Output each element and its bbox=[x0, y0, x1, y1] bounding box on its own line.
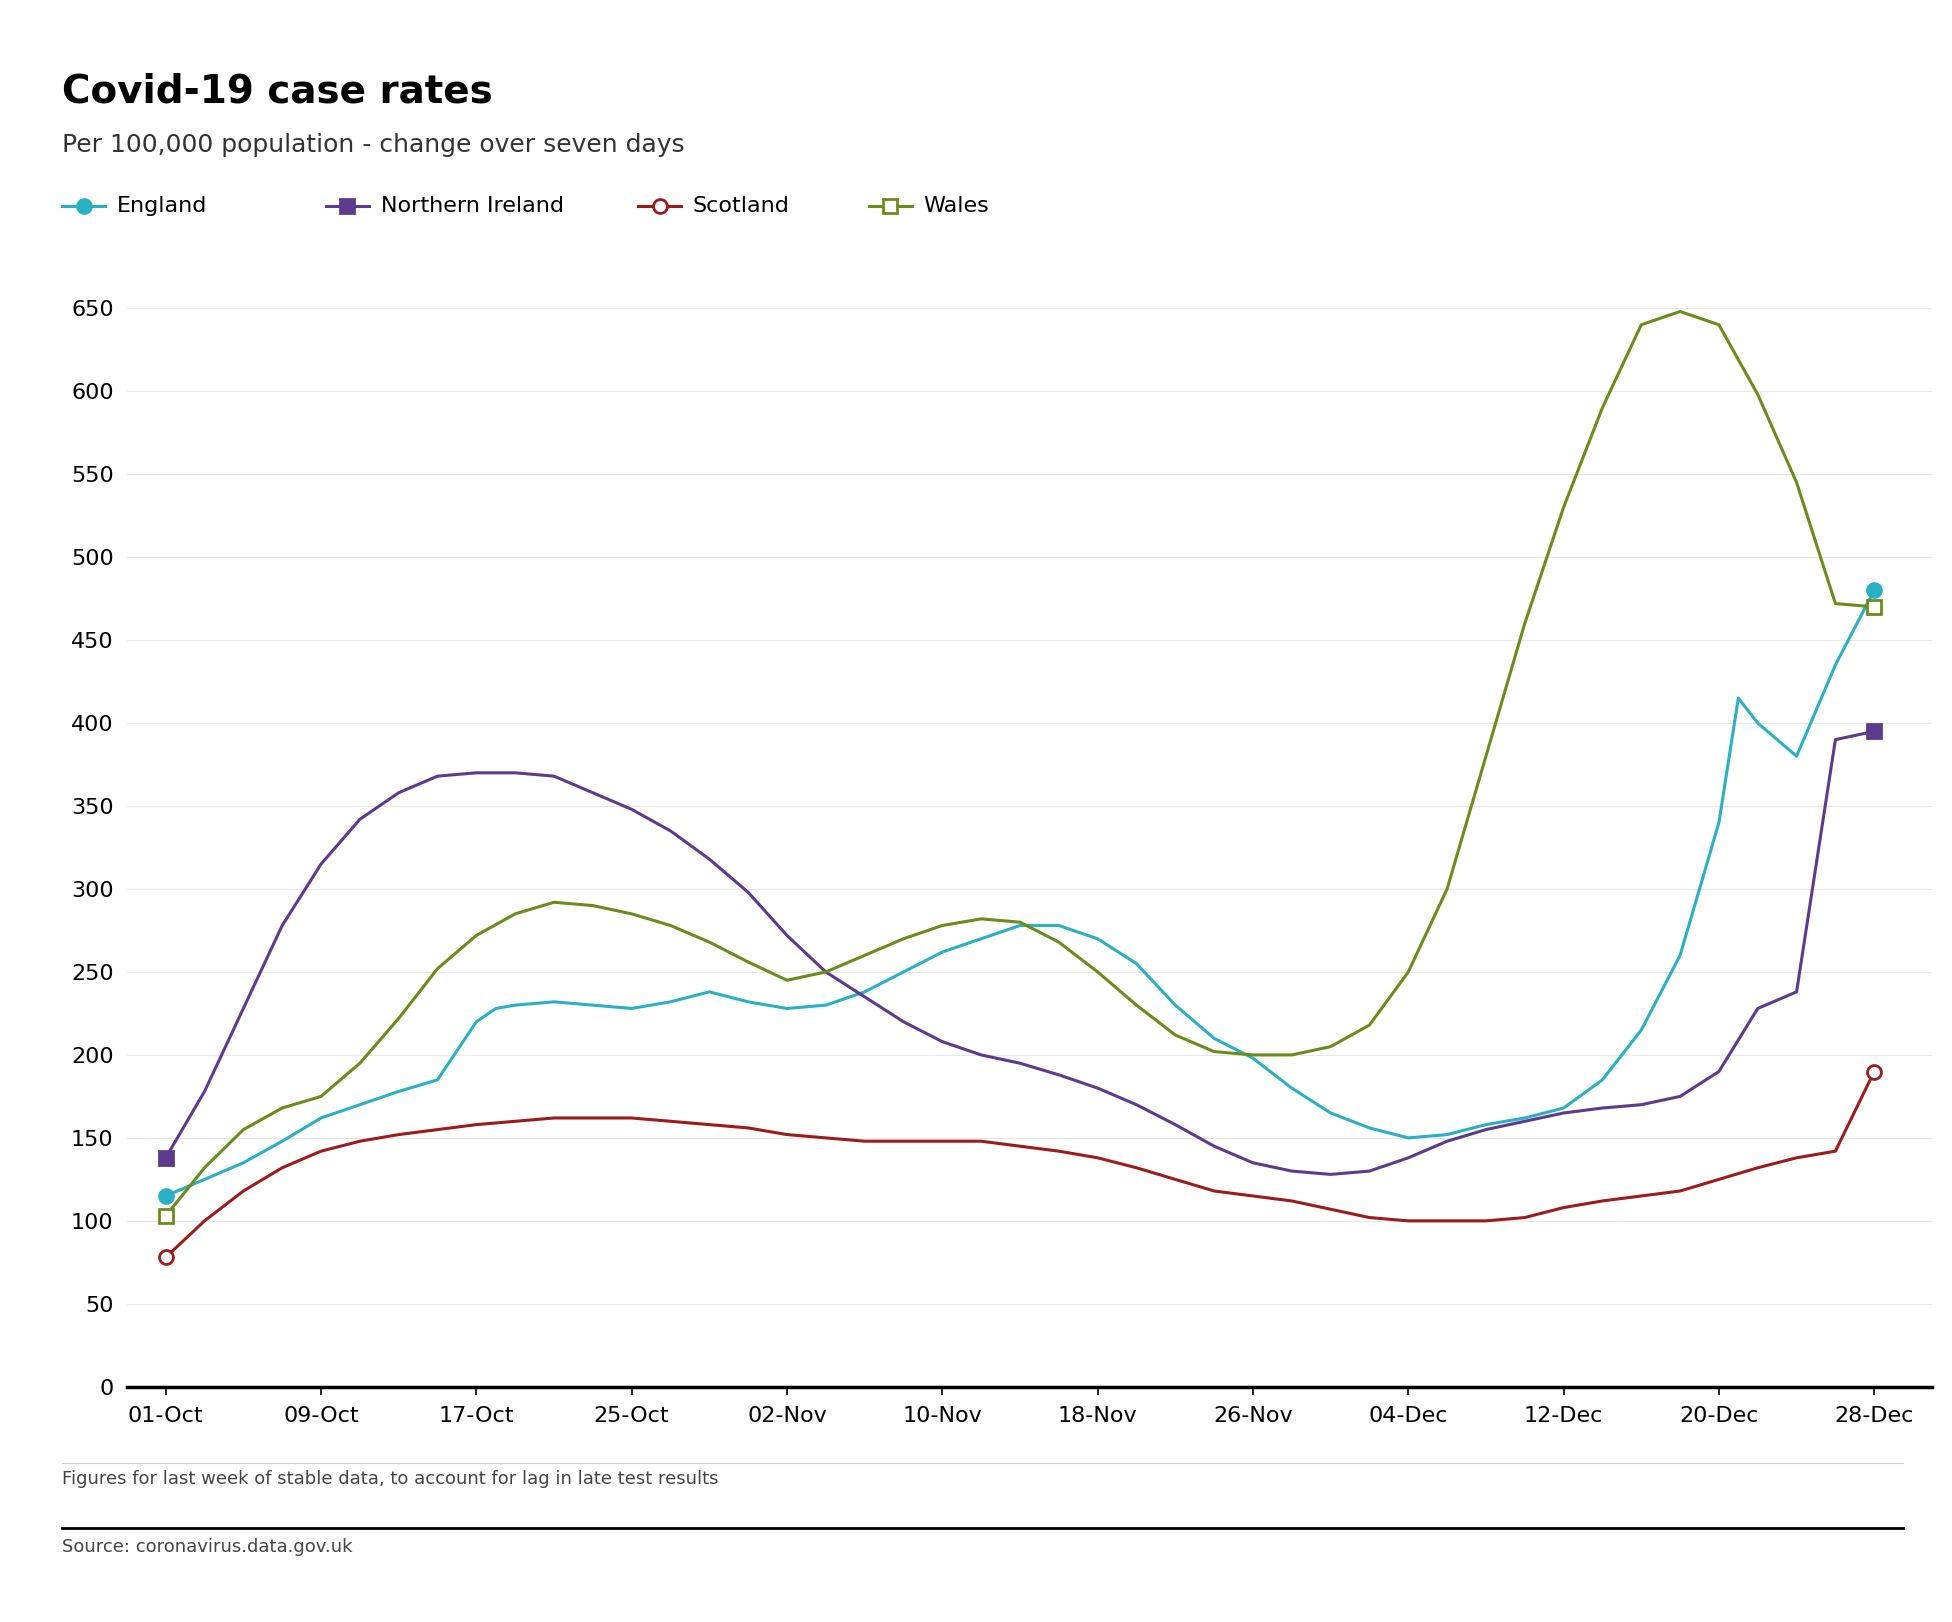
Text: B: B bbox=[1804, 1570, 1815, 1590]
Text: Per 100,000 population - change over seven days: Per 100,000 population - change over sev… bbox=[62, 133, 685, 157]
Text: Figures for last week of stable data, to account for lag in late test results: Figures for last week of stable data, to… bbox=[62, 1470, 718, 1487]
Text: B: B bbox=[1843, 1570, 1854, 1590]
Text: England: England bbox=[117, 196, 207, 216]
Text: Covid-19 case rates: Covid-19 case rates bbox=[62, 73, 494, 110]
Text: Scotland: Scotland bbox=[693, 196, 791, 216]
Text: Wales: Wales bbox=[923, 196, 990, 216]
Text: Northern Ireland: Northern Ireland bbox=[381, 196, 564, 216]
Text: C: C bbox=[1882, 1570, 1893, 1590]
Text: Source: coronavirus.data.gov.uk: Source: coronavirus.data.gov.uk bbox=[62, 1538, 353, 1555]
